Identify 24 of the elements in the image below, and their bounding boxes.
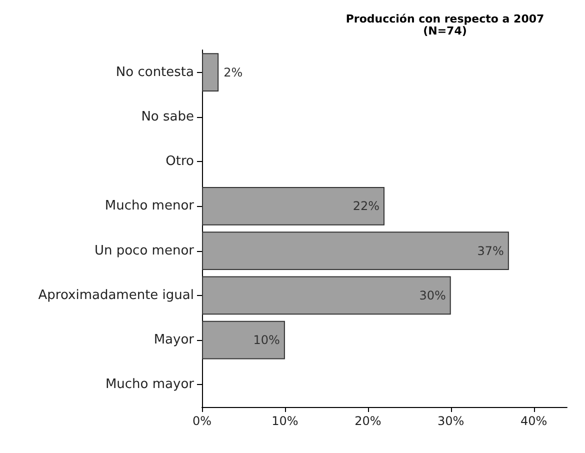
x-tick-label: 0% [192,414,212,428]
bar [202,276,451,315]
data-label: 10% [253,333,280,348]
y-tick-label: No sabe [141,109,194,124]
y-tick-label: No contesta [116,64,194,80]
data-label: 22% [352,199,380,214]
x-tick-label: 40% [520,414,548,428]
data-label: 2% [224,65,243,80]
y-tick-label: Otro [166,154,194,170]
x-tick-label: 20% [354,414,382,428]
chart-title: Producción con respecto a 2007 (N=74) [346,12,544,38]
y-tick-label: Un poco menor [94,243,195,258]
x-tick-label: 30% [438,414,464,428]
data-label: 37% [477,244,504,258]
y-tick-label: Mayor [154,332,195,348]
y-tick-label: Mucho mayor [105,377,195,392]
x-tick-label: 10% [272,414,298,428]
data-label: 30% [419,288,446,302]
y-tick-label: Aproximadamente igual [38,288,194,303]
bar [202,320,285,360]
bar [202,53,219,92]
bar [202,187,384,226]
bar [202,232,509,270]
y-tick-label: Mucho menor [104,198,195,214]
